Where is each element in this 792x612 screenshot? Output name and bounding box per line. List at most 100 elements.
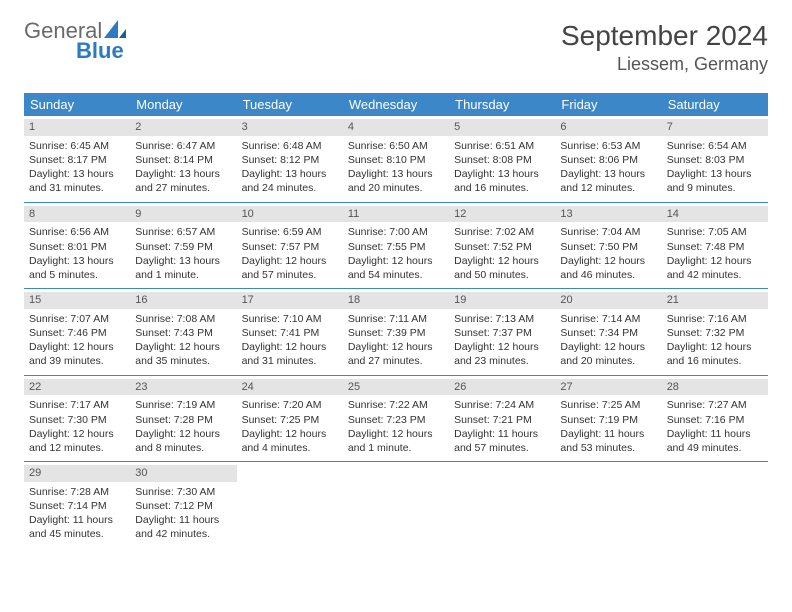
- daylight-text: and 16 minutes.: [454, 181, 550, 195]
- sunrise-text: Sunrise: 6:45 AM: [29, 139, 125, 153]
- calendar-row: 8Sunrise: 6:56 AMSunset: 8:01 PMDaylight…: [24, 203, 768, 290]
- month-title: September 2024: [561, 20, 768, 52]
- dayhead-friday: Friday: [555, 93, 661, 116]
- sunrise-text: Sunrise: 7:02 AM: [454, 225, 550, 239]
- calendar-cell: 21 Sunrise: 7:16 AMSunset: 7:32 PMDayligh…: [662, 289, 768, 375]
- daylight-text: Daylight: 12 hours: [348, 427, 444, 441]
- sunset-text: Sunset: 7:30 PM: [29, 413, 125, 427]
- day-number: 27: [555, 379, 661, 396]
- sunrise-text: Sunrise: 6:59 AM: [242, 225, 338, 239]
- calendar-cell: 14Sunrise: 7:05 AMSunset: 7:48 PMDayligh…: [662, 203, 768, 289]
- sunrise-text: Sunrise: 6:57 AM: [135, 225, 231, 239]
- day-number: 18: [343, 292, 449, 309]
- daylight-text: and 20 minutes.: [348, 181, 444, 195]
- sunset-text: Sunset: 7:50 PM: [560, 240, 656, 254]
- calendar-cell: 2Sunrise: 6:47 AMSunset: 8:14 PMDaylight…: [130, 116, 236, 202]
- daylight-text: and 57 minutes.: [242, 268, 338, 282]
- day-number: 11: [343, 206, 449, 223]
- day-number: 7: [662, 119, 768, 136]
- daylight-text: and 27 minutes.: [135, 181, 231, 195]
- dayhead-sunday: Sunday: [24, 93, 130, 116]
- daylight-text: and 50 minutes.: [454, 268, 550, 282]
- day-number: 22: [24, 379, 130, 396]
- calendar-cell: 23Sunrise: 7:19 AMSunset: 7:28 PMDayligh…: [130, 376, 236, 462]
- daylight-text: Daylight: 13 hours: [454, 167, 550, 181]
- daylight-text: Daylight: 12 hours: [242, 427, 338, 441]
- calendar-cell: 16Sunrise: 7:08 AMSunset: 7:43 PMDayligh…: [130, 289, 236, 375]
- calendar-cell: 3Sunrise: 6:48 AMSunset: 8:12 PMDaylight…: [237, 116, 343, 202]
- day-number: 1: [24, 119, 130, 136]
- sunset-text: Sunset: 7:32 PM: [667, 326, 763, 340]
- day-number: 5: [449, 119, 555, 136]
- sunset-text: Sunset: 7:37 PM: [454, 326, 550, 340]
- sunrise-text: Sunrise: 7:25 AM: [560, 398, 656, 412]
- daylight-text: Daylight: 11 hours: [454, 427, 550, 441]
- sunset-text: Sunset: 7:25 PM: [242, 413, 338, 427]
- sunset-text: Sunset: 7:48 PM: [667, 240, 763, 254]
- day-number: 24: [237, 379, 343, 396]
- calendar-cell: 27Sunrise: 7:25 AMSunset: 7:19 PMDayligh…: [555, 376, 661, 462]
- day-number: 20: [555, 292, 661, 309]
- day-number: 21: [662, 292, 768, 309]
- calendar-cell: 5 Sunrise: 6:51 AMSunset: 8:08 PMDaylight…: [449, 116, 555, 202]
- calendar-cell: 9Sunrise: 6:57 AMSunset: 7:59 PMDaylight…: [130, 203, 236, 289]
- day-number: 4: [343, 119, 449, 136]
- sunset-text: Sunset: 7:16 PM: [667, 413, 763, 427]
- calendar-cell: 13Sunrise: 7:04 AMSunset: 7:50 PMDayligh…: [555, 203, 661, 289]
- daylight-text: and 31 minutes.: [242, 354, 338, 368]
- calendar-cell: [449, 462, 555, 548]
- sunrise-text: Sunrise: 7:10 AM: [242, 312, 338, 326]
- sunset-text: Sunset: 7:55 PM: [348, 240, 444, 254]
- daylight-text: Daylight: 12 hours: [135, 427, 231, 441]
- day-number: 6: [555, 119, 661, 136]
- calendar-cell: 7Sunrise: 6:54 AMSunset: 8:03 PMDaylight…: [662, 116, 768, 202]
- title-block: September 2024 Liessem, Germany: [561, 20, 768, 75]
- daylight-text: and 42 minutes.: [135, 527, 231, 541]
- sunset-text: Sunset: 7:23 PM: [348, 413, 444, 427]
- daylight-text: Daylight: 13 hours: [29, 254, 125, 268]
- calendar-cell: 25 Sunrise: 7:22 AMSunset: 7:23 PMDayligh…: [343, 376, 449, 462]
- day-number: 25: [343, 379, 449, 396]
- daylight-text: Daylight: 13 hours: [29, 167, 125, 181]
- sunrise-text: Sunrise: 7:11 AM: [348, 312, 444, 326]
- daylight-text: and 57 minutes.: [454, 441, 550, 455]
- sunset-text: Sunset: 7:57 PM: [242, 240, 338, 254]
- sunset-text: Sunset: 7:41 PM: [242, 326, 338, 340]
- daylight-text: Daylight: 12 hours: [242, 340, 338, 354]
- sunset-text: Sunset: 7:21 PM: [454, 413, 550, 427]
- sunrise-text: Sunrise: 7:30 AM: [135, 485, 231, 499]
- day-number: 12: [449, 206, 555, 223]
- logo: General Blue: [24, 20, 126, 62]
- day-number: 23: [130, 379, 236, 396]
- sunrise-text: Sunrise: 7:16 AM: [667, 312, 763, 326]
- sunset-text: Sunset: 8:08 PM: [454, 153, 550, 167]
- calendar-cell: 11Sunrise: 7:00 AMSunset: 7:55 PMDayligh…: [343, 203, 449, 289]
- day-number: 14: [662, 206, 768, 223]
- daylight-text: and 16 minutes.: [667, 354, 763, 368]
- daylight-text: Daylight: 11 hours: [560, 427, 656, 441]
- sunrise-text: Sunrise: 6:51 AM: [454, 139, 550, 153]
- daylight-text: Daylight: 12 hours: [667, 340, 763, 354]
- calendar-cell: 28Sunrise: 7:27 AMSunset: 7:16 PMDayligh…: [662, 376, 768, 462]
- sunrise-text: Sunrise: 7:05 AM: [667, 225, 763, 239]
- dayhead-saturday: Saturday: [662, 93, 768, 116]
- sunrise-text: Sunrise: 6:47 AM: [135, 139, 231, 153]
- logo-text: General Blue: [24, 20, 126, 62]
- sunrise-text: Sunrise: 7:28 AM: [29, 485, 125, 499]
- daylight-text: Daylight: 12 hours: [242, 254, 338, 268]
- sunset-text: Sunset: 7:14 PM: [29, 499, 125, 513]
- calendar-cell: 12Sunrise: 7:02 AMSunset: 7:52 PMDayligh…: [449, 203, 555, 289]
- calendar-cell: 19Sunrise: 7:13 AMSunset: 7:37 PMDayligh…: [449, 289, 555, 375]
- daylight-text: and 54 minutes.: [348, 268, 444, 282]
- sunrise-text: Sunrise: 7:20 AM: [242, 398, 338, 412]
- dayhead-monday: Monday: [130, 93, 236, 116]
- day-number: 28: [662, 379, 768, 396]
- day-number: 8: [24, 206, 130, 223]
- sunrise-text: Sunrise: 7:22 AM: [348, 398, 444, 412]
- sunrise-text: Sunrise: 6:53 AM: [560, 139, 656, 153]
- daylight-text: and 23 minutes.: [454, 354, 550, 368]
- daylight-text: and 1 minute.: [348, 441, 444, 455]
- calendar-cell: [555, 462, 661, 548]
- sunrise-text: Sunrise: 6:50 AM: [348, 139, 444, 153]
- sunrise-text: Sunrise: 7:13 AM: [454, 312, 550, 326]
